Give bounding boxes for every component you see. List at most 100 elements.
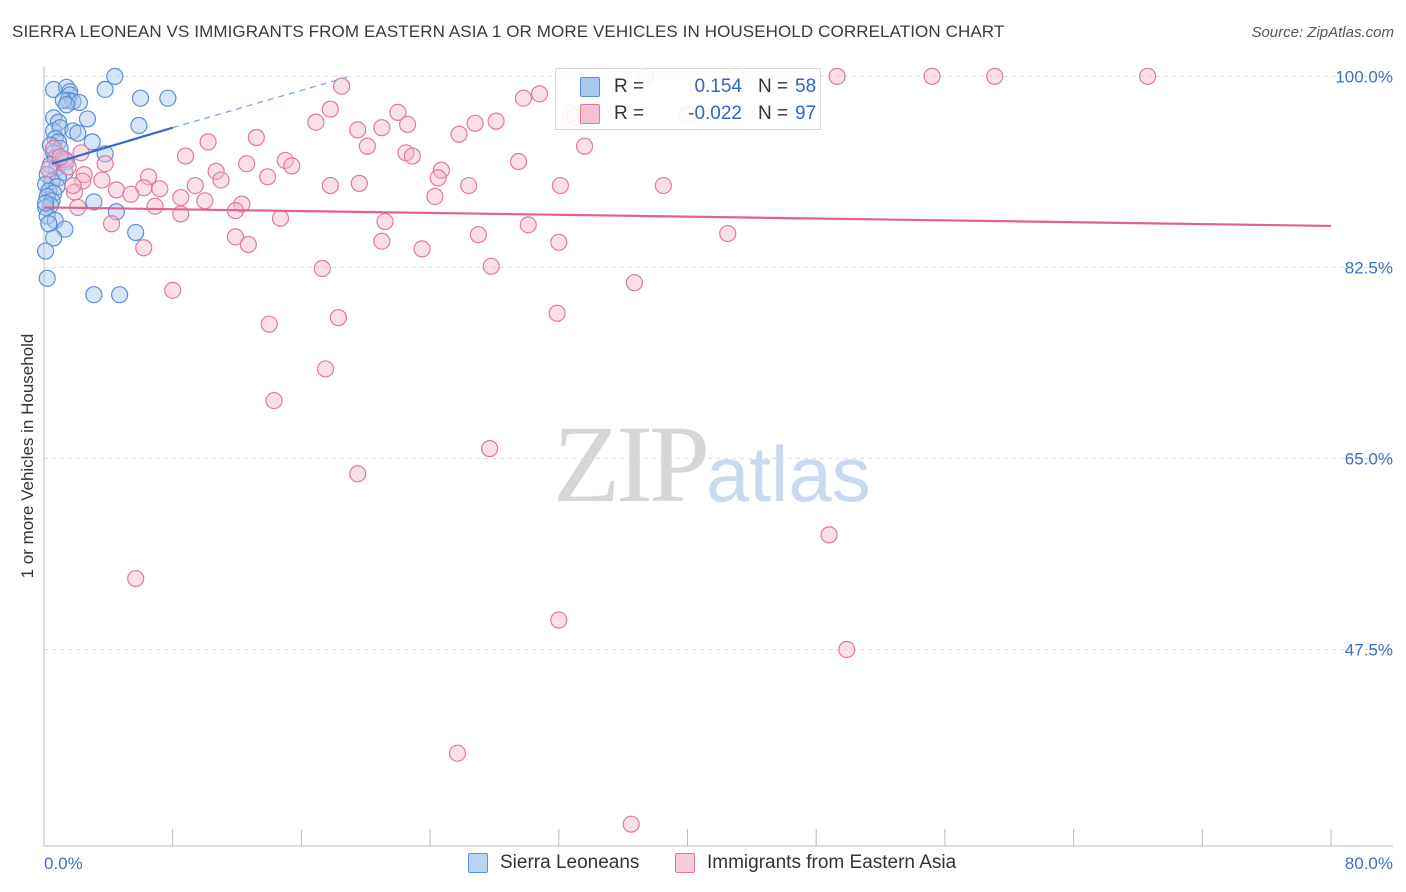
point-eastern-asia <box>64 176 82 195</box>
point-eastern-asia <box>448 744 467 762</box>
point-eastern-asia <box>450 125 468 143</box>
point-eastern-asia <box>199 133 217 151</box>
point-eastern-asia <box>820 526 838 544</box>
point-eastern-asia <box>45 139 63 158</box>
point-eastern-asia <box>93 171 111 189</box>
point-sierra-leonean <box>96 80 114 99</box>
point-eastern-asia <box>413 240 431 258</box>
point-eastern-asia <box>625 274 644 292</box>
point-eastern-asia <box>1139 67 1157 85</box>
point-eastern-asia <box>358 137 376 155</box>
point-eastern-asia <box>575 137 594 155</box>
series-legend: Sierra Leoneans Immigrants from Eastern … <box>0 852 1406 876</box>
point-eastern-asia <box>196 192 214 210</box>
point-eastern-asia <box>247 128 265 147</box>
point-eastern-asia <box>426 187 444 206</box>
point-eastern-asia <box>172 188 190 207</box>
point-eastern-asia <box>238 155 256 173</box>
point-eastern-asia <box>107 181 125 199</box>
point-eastern-asia <box>139 168 158 186</box>
point-eastern-asia <box>398 115 417 134</box>
legend-r-value: 0.154 <box>694 76 742 97</box>
point-eastern-asia <box>838 640 856 659</box>
series-eastern-asia <box>40 67 1157 833</box>
point-eastern-asia <box>176 147 195 165</box>
point-eastern-asia <box>233 195 251 213</box>
point-eastern-asia <box>283 157 301 175</box>
watermark-zip: ZIP <box>553 403 710 525</box>
trend-line-sierra-leoneans <box>51 126 174 165</box>
point-sierra-leonean <box>127 223 145 242</box>
point-eastern-asia <box>551 176 570 195</box>
point-sierra-leonean <box>131 89 150 107</box>
trend-lines <box>43 75 1332 228</box>
y-tick-label: 47.5% <box>1345 641 1393 660</box>
point-eastern-asia <box>349 465 367 483</box>
legend-r-label: R = <box>614 76 645 97</box>
point-sierra-leonean <box>45 229 63 247</box>
point-eastern-asia <box>135 239 153 257</box>
legend-swatch-pink <box>675 853 695 873</box>
point-eastern-asia <box>239 235 257 254</box>
point-eastern-asia <box>373 232 391 250</box>
legend-n-label: N = <box>758 76 789 97</box>
point-sierra-leonean <box>51 119 69 137</box>
point-eastern-asia <box>151 180 169 198</box>
legend-r-label: R = <box>614 103 645 124</box>
point-eastern-asia <box>329 309 348 327</box>
point-eastern-asia <box>207 162 225 180</box>
point-eastern-asia <box>313 259 331 278</box>
point-eastern-asia <box>530 85 549 103</box>
chart-title: SIERRA LEONEAN VS IMMIGRANTS FROM EASTER… <box>12 22 1005 41</box>
point-eastern-asia <box>102 215 121 233</box>
point-eastern-asia <box>376 212 394 231</box>
legend-label: Sierra Leoneans <box>500 852 640 873</box>
y-tick-label: 65.0% <box>1345 449 1393 468</box>
point-sierra-leonean <box>106 67 124 85</box>
point-eastern-asia <box>350 174 368 192</box>
point-sierra-leonean <box>78 110 97 128</box>
trend-line-eastern-asia <box>43 206 1332 228</box>
point-eastern-asia <box>212 171 230 189</box>
legend-swatch-blue <box>580 77 600 97</box>
legend-n-value: 97 <box>795 103 817 124</box>
legend-n-label: N = <box>758 103 789 124</box>
point-eastern-asia <box>622 815 640 833</box>
point-eastern-asia <box>127 569 145 588</box>
y-tick-labels: 100.0% 82.5% 65.0% 47.5% <box>1335 67 1393 659</box>
point-sierra-leonean <box>56 220 74 238</box>
legend-label: Immigrants from Eastern Asia <box>707 852 957 873</box>
point-eastern-asia <box>519 216 537 234</box>
point-sierra-leonean <box>83 133 101 151</box>
point-eastern-asia <box>40 160 58 178</box>
point-eastern-asia <box>460 176 478 195</box>
point-eastern-asia <box>146 197 164 215</box>
watermark: ZIPatlas <box>553 400 871 528</box>
point-sierra-leonean <box>130 116 148 135</box>
point-eastern-asia <box>164 281 182 299</box>
point-eastern-asia <box>481 440 499 458</box>
point-sierra-leonean <box>69 124 87 142</box>
legend-n-value: 58 <box>795 76 817 97</box>
point-eastern-asia <box>550 233 568 251</box>
point-eastern-asia <box>403 147 422 165</box>
point-eastern-asia <box>548 304 566 322</box>
point-eastern-asia <box>265 392 283 410</box>
y-tick-label: 82.5% <box>1345 258 1393 277</box>
point-eastern-asia <box>719 224 737 243</box>
point-eastern-asia <box>466 114 484 132</box>
point-eastern-asia <box>514 89 533 107</box>
y-tick-label: 100.0% <box>1335 67 1393 86</box>
trend-extension-sierra-leoneans <box>172 75 350 129</box>
axes <box>43 66 1393 847</box>
point-eastern-asia <box>923 67 941 85</box>
point-sierra-leonean <box>37 242 55 260</box>
point-eastern-asia <box>96 155 114 173</box>
point-eastern-asia <box>654 176 672 195</box>
legend-swatch-pink <box>580 104 600 124</box>
point-eastern-asia <box>550 611 568 629</box>
point-eastern-asia <box>389 103 407 122</box>
x-tick-marks <box>43 829 1332 846</box>
point-sierra-leonean <box>159 89 177 107</box>
